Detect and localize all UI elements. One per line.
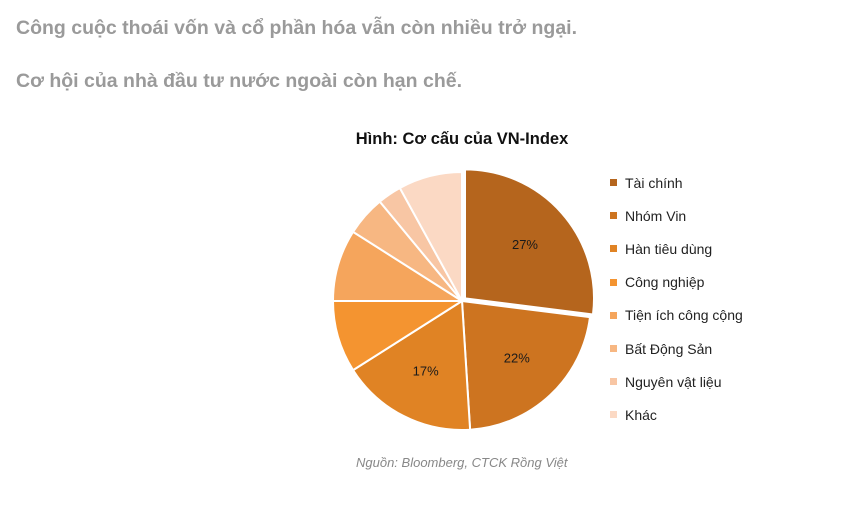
legend-label: Tiện ích công cộng: [625, 307, 743, 324]
pie-slice: [398, 170, 463, 302]
pie-slice: [464, 168, 595, 316]
legend-item: Bất Động Sản: [610, 332, 743, 365]
slice-data-label: 22%: [504, 351, 530, 366]
slice-data-label: 17%: [413, 364, 439, 379]
legend-swatch: [610, 179, 617, 187]
chart-legend: Tài chính Nhóm Vin Hàn tiêu dùng Công nghiệ…: [610, 166, 743, 432]
legend-swatch: [610, 245, 617, 253]
headline-1: Công cuộc thoái vốn và cổ phần hóa vẫn c…: [16, 17, 577, 39]
legend-label: Bất Động Sản: [625, 340, 713, 357]
legend-swatch: [610, 278, 617, 286]
headline-2: Cơ hội của nhà đầu tư nước ngoài còn hạn…: [16, 70, 463, 92]
slice-data-label: 27%: [512, 237, 538, 252]
legend-label: Công nghiệp: [625, 274, 705, 291]
legend-item: Tài chính: [610, 166, 743, 199]
legend-item: Tiện ích công cộng: [610, 299, 743, 332]
legend-swatch: [610, 411, 617, 419]
legend-swatch: [610, 378, 617, 386]
legend-item: Công nghiệp: [610, 266, 743, 299]
legend-item: Nhóm Vin: [610, 199, 743, 232]
legend-swatch: [610, 212, 617, 220]
legend-label: Hàn tiêu dùng: [625, 240, 713, 257]
legend-label: Khác: [625, 406, 657, 423]
legend-item: Khác: [610, 398, 743, 431]
pie-slice: [351, 299, 472, 431]
legend-label: Nhóm Vin: [625, 207, 687, 224]
source-note: Nguồn: Bloomberg, CTCK Rồng Việt: [356, 455, 568, 470]
pie-slice: [460, 299, 592, 431]
legend-label: Tài chính: [625, 174, 683, 191]
legend-label: Nguyên vật liệu: [625, 373, 722, 390]
legend-item: Nguyên vật liệu: [610, 365, 743, 398]
legend-swatch: [610, 345, 617, 353]
chart-title: Hình: Cơ cấu của VN-Index: [355, 130, 569, 148]
legend-swatch: [610, 311, 617, 319]
legend-item: Hàn tiêu dùng: [610, 232, 743, 265]
pie-chart: 27% 22% 17%: [331, 168, 595, 431]
